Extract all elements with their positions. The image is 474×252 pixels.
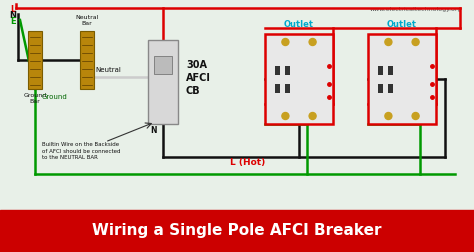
Text: E: E [10, 16, 16, 25]
Bar [275, 84, 280, 93]
Bar [285, 84, 290, 93]
Text: Outlet: Outlet [284, 20, 314, 29]
Bar [285, 66, 290, 75]
Circle shape [412, 39, 419, 46]
Circle shape [309, 112, 316, 119]
Bar [388, 66, 393, 75]
Bar [275, 66, 280, 75]
Text: L: L [10, 5, 16, 14]
Text: www.electricaltechnology.org: www.electricaltechnology.org [370, 7, 462, 12]
Text: 30A
AFCI
CB: 30A AFCI CB [186, 60, 211, 96]
Text: Ground: Ground [42, 94, 68, 100]
Text: Neutral: Neutral [95, 67, 121, 73]
Bar [265, 34, 333, 124]
Bar [0, 0, 474, 210]
Bar [154, 56, 172, 74]
Circle shape [385, 112, 392, 119]
Bar [378, 84, 383, 93]
Bar [368, 34, 436, 124]
Circle shape [309, 39, 316, 46]
Circle shape [412, 112, 419, 119]
Circle shape [282, 39, 289, 46]
Text: Neutral
Bar: Neutral Bar [75, 15, 99, 26]
Bar [0, 210, 474, 252]
Circle shape [385, 39, 392, 46]
Text: Wiring a Single Pole AFCI Breaker: Wiring a Single Pole AFCI Breaker [92, 224, 382, 238]
Bar [388, 84, 393, 93]
Bar [148, 40, 178, 124]
Bar [378, 66, 383, 75]
Circle shape [282, 112, 289, 119]
Text: Outlet: Outlet [387, 20, 417, 29]
Text: L (Hot): L (Hot) [230, 159, 265, 168]
Bar [80, 31, 94, 89]
Text: N: N [150, 126, 156, 135]
Text: Ground
Bar: Ground Bar [23, 93, 46, 104]
Text: N: N [9, 11, 17, 19]
Text: Builtin Wire on the Backside
of AFCI should be connected
to the NEUTRAL BAR: Builtin Wire on the Backside of AFCI sho… [42, 142, 120, 160]
Bar [28, 31, 42, 89]
